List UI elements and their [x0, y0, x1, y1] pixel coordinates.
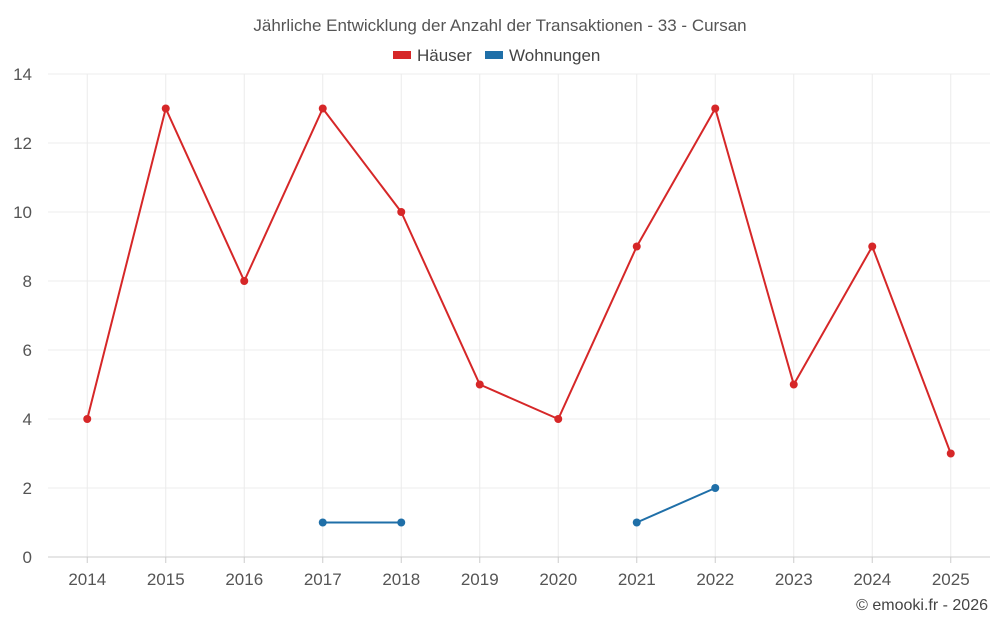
data-point-haeuser-2016[interactable] [240, 277, 249, 285]
legend-item-haeuser[interactable]: Häuser [393, 46, 472, 65]
x-tick-label: 2021 [618, 570, 656, 589]
legend-swatch-wohnungen [485, 51, 503, 59]
y-tick-label: 14 [13, 65, 32, 84]
series-line-wohnungen [636, 487, 716, 524]
data-point-haeuser-2018[interactable] [397, 208, 406, 216]
data-point-wohnungen-2018[interactable] [397, 518, 406, 527]
chart-title: Jährliche Entwicklung der Anzahl der Tra… [253, 16, 746, 35]
x-tick-label: 2023 [775, 570, 813, 589]
series-line-haeuser [86, 107, 952, 454]
y-tick-label: 12 [13, 134, 32, 153]
data-point-haeuser-2019[interactable] [475, 380, 484, 389]
x-tick-label: 2024 [853, 570, 891, 589]
y-tick-label: 6 [23, 341, 32, 360]
y-tick-label: 10 [13, 203, 32, 222]
x-tick-label: 2025 [932, 570, 970, 589]
axes: 0 2 4 6 8 10 12 14 2014 2015 2016 2017 2018 2019 2020 2… [13, 65, 990, 589]
data-point-haeuser-2021[interactable] [632, 242, 641, 251]
x-tick-label: 2019 [461, 570, 499, 589]
data-point-haeuser-2022[interactable] [711, 104, 720, 113]
y-tick-label: 2 [23, 479, 32, 498]
series-group [83, 104, 955, 527]
data-point-wohnungen-2017[interactable] [318, 518, 327, 527]
data-point-haeuser-2025[interactable] [946, 449, 955, 458]
legend-item-wohnungen[interactable]: Wohnungen [485, 46, 600, 65]
data-point-wohnungen-2022[interactable] [711, 484, 720, 492]
grid [48, 73, 990, 557]
data-point-haeuser-2014[interactable] [83, 415, 92, 423]
legend-label-wohnungen: Wohnungen [509, 46, 600, 65]
data-point-haeuser-2023[interactable] [789, 380, 798, 389]
x-tick-label: 2020 [539, 570, 577, 589]
data-point-haeuser-2020[interactable] [554, 415, 563, 423]
y-tick-label: 8 [23, 272, 32, 291]
data-point-haeuser-2024[interactable] [868, 242, 877, 251]
x-tick-label: 2022 [696, 570, 734, 589]
data-point-wohnungen-2021[interactable] [632, 518, 641, 527]
legend-label-haeuser: Häuser [417, 46, 472, 65]
y-tick-label: 0 [23, 548, 32, 567]
credit-text: © emooki.fr - 2026 [856, 597, 988, 614]
data-point-haeuser-2015[interactable] [161, 104, 170, 113]
legend-swatch-haeuser [393, 51, 411, 59]
x-tick-label: 2014 [68, 570, 106, 589]
y-tick-label: 4 [23, 410, 32, 429]
data-point-haeuser-2017[interactable] [318, 104, 327, 113]
x-tick-label: 2015 [147, 570, 185, 589]
x-tick-label: 2017 [304, 570, 342, 589]
x-tick-label: 2016 [225, 570, 263, 589]
x-tick-label: 2018 [382, 570, 420, 589]
legend: Häuser Wohnungen [393, 46, 600, 65]
